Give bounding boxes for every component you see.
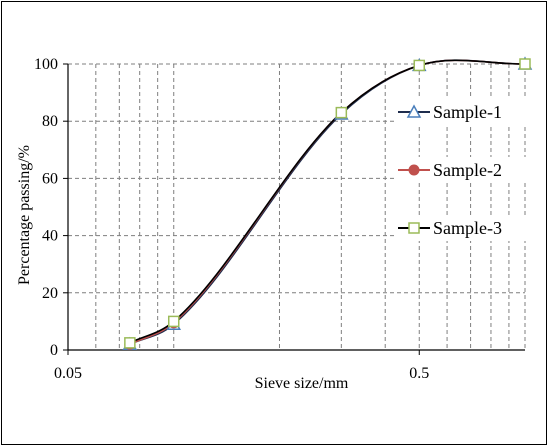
legend-label: Sample-1 [433, 102, 502, 122]
y-tick-label: 100 [34, 56, 58, 73]
y-tick-label: 60 [42, 170, 58, 187]
tick-labels: 0 20 40 60 80 100 0.05 0.5 [34, 56, 429, 382]
x-tick-label: 0.05 [54, 365, 82, 382]
data-point-sample-3 [167, 315, 180, 328]
legend: Sample-1 Sample-2 Sample-3 [396, 99, 526, 241]
legend-marker [408, 222, 420, 234]
legend-marker [408, 164, 420, 176]
markers [122, 56, 533, 351]
y-tick-label: 80 [42, 113, 58, 130]
data-point-sample-3 [124, 337, 136, 349]
y-axis-label: Percentage passing/% [16, 145, 33, 285]
data-point-sample-3 [413, 59, 426, 72]
x-tick-label: 0.5 [409, 365, 429, 382]
y-tick-label: 40 [42, 228, 58, 245]
legend-label: Sample-2 [433, 160, 502, 180]
legend-marker [406, 104, 422, 118]
legend-label: Sample-3 [433, 218, 502, 238]
data-point-sample-3 [335, 106, 348, 119]
x-axis-label: Sieve size/mm [255, 375, 349, 392]
data-point-sample-3 [519, 58, 531, 70]
axes [63, 63, 525, 355]
y-tick-label: 0 [50, 342, 58, 359]
y-tick-label: 20 [42, 285, 58, 302]
